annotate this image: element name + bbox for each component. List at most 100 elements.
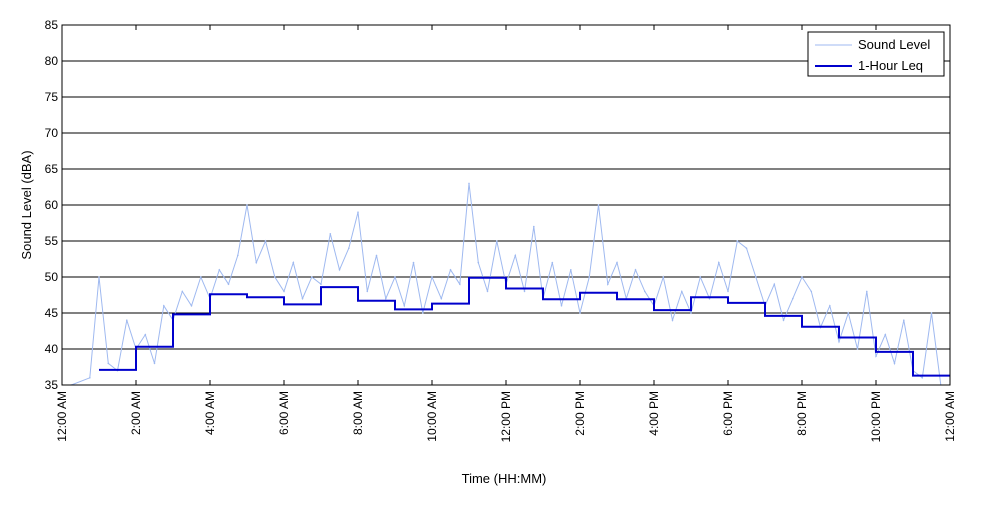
point-sound-level (773, 283, 776, 286)
point-sound-level (810, 290, 813, 293)
point-sound-level (801, 276, 803, 278)
point-sound-level (320, 283, 322, 286)
point-sound-level (856, 348, 859, 350)
point-sound-level (468, 182, 470, 185)
point-sound-level (274, 276, 276, 278)
y-tick-label: 50 (45, 270, 59, 284)
point-sound-level (292, 261, 295, 264)
point-sound-level (181, 290, 184, 293)
point-sound-level (98, 276, 100, 278)
point-sound-level (570, 269, 572, 271)
y-axis-ticks: 35 40 45 50 55 60 65 70 75 80 85 (45, 18, 67, 392)
point-sound-level (727, 290, 729, 293)
point-sound-level (311, 276, 313, 278)
point-sound-level (200, 276, 202, 278)
point-sound-level (394, 276, 396, 278)
point-sound-level (218, 269, 221, 271)
point-sound-level (551, 261, 554, 264)
point-sound-level (375, 254, 378, 257)
series-sound-level (71, 183, 942, 385)
point-sound-level (838, 341, 840, 343)
point-sound-level (690, 312, 692, 314)
point-sound-level (357, 211, 359, 213)
point-sound-level (607, 283, 609, 286)
point-sound-level (560, 305, 563, 307)
y-tick-label: 75 (45, 90, 59, 104)
point-sound-level (264, 240, 267, 242)
point-sound-level (523, 290, 526, 293)
y-tick-label: 80 (45, 54, 59, 68)
grid-lines (62, 60, 950, 350)
y-tick-label: 70 (45, 126, 59, 140)
point-sound-level (366, 290, 369, 293)
plot-area (70, 182, 950, 385)
point-sound-level (385, 297, 387, 300)
point-sound-level (338, 269, 341, 271)
point-sound-level (588, 276, 591, 278)
point-sound-level (884, 333, 887, 336)
legend-label-1-hour-leq: 1-Hour Leq (858, 58, 923, 73)
point-sound-level (681, 290, 683, 293)
x-tick-label: 2:00 PM (573, 391, 587, 436)
point-sound-level (403, 305, 406, 307)
point-sound-level (153, 362, 156, 365)
x-tick-label: 4:00 PM (647, 391, 661, 436)
point-sound-level (283, 290, 285, 293)
point-sound-level (634, 269, 637, 271)
legend-box (807, 31, 945, 77)
x-tick-label: 8:00 AM (351, 391, 365, 435)
y-tick-label: 40 (45, 342, 59, 356)
point-sound-level (893, 362, 896, 365)
point-sound-level (246, 204, 248, 206)
point-sound-level (597, 204, 600, 206)
point-sound-level (875, 355, 877, 358)
point-sound-level (699, 276, 702, 278)
point-sound-level (227, 283, 230, 286)
point-sound-level (903, 319, 905, 322)
point-sound-level (782, 319, 785, 322)
point-sound-level (579, 312, 581, 314)
y-tick-label: 45 (45, 306, 59, 320)
point-sound-level (89, 377, 91, 379)
point-sound-level (792, 297, 794, 300)
y-tick-label: 55 (45, 234, 59, 248)
y-axis-label: Sound Level (dBA) (19, 150, 34, 259)
point-sound-level (412, 261, 415, 264)
point-sound-level (930, 312, 933, 314)
x-tick-label: 2:00 AM (129, 391, 143, 435)
point-sound-level (514, 254, 517, 257)
point-sound-level (718, 261, 720, 264)
point-sound-level (431, 276, 433, 278)
x-tick-label: 8:00 PM (795, 391, 809, 436)
point-sound-level (644, 290, 646, 293)
point-sound-level (671, 319, 674, 322)
point-sound-level (144, 333, 147, 336)
x-tick-label: 6:00 AM (277, 391, 291, 435)
series-1-hour-leq (99, 276, 950, 377)
point-sound-level (440, 297, 443, 300)
point-sound-level (163, 305, 165, 307)
point-sound-level (301, 297, 304, 300)
legend-label-sound-level: Sound Level (858, 37, 930, 52)
point-sound-level (745, 247, 748, 249)
x-tick-label: 12:00 AM (943, 391, 957, 442)
point-sound-level (486, 290, 489, 293)
y-tick-label: 60 (45, 198, 59, 212)
point-sound-level (237, 254, 239, 257)
x-tick-label: 6:00 PM (721, 391, 735, 436)
x-tick-label: 4:00 AM (203, 391, 217, 435)
point-sound-level (616, 261, 618, 264)
x-tick-label: 10:00 PM (869, 391, 883, 442)
point-sound-level (755, 276, 757, 278)
x-tick-label: 12:00 PM (499, 391, 513, 442)
series-group (70, 182, 950, 385)
y-tick-label: 35 (45, 378, 59, 392)
point-sound-level (107, 362, 110, 365)
point-sound-level (190, 305, 193, 307)
y-tick-label: 85 (45, 18, 59, 32)
point-sound-level (921, 377, 924, 379)
x-tick-label: 10:00 AM (425, 391, 439, 442)
point-sound-level (348, 247, 350, 249)
